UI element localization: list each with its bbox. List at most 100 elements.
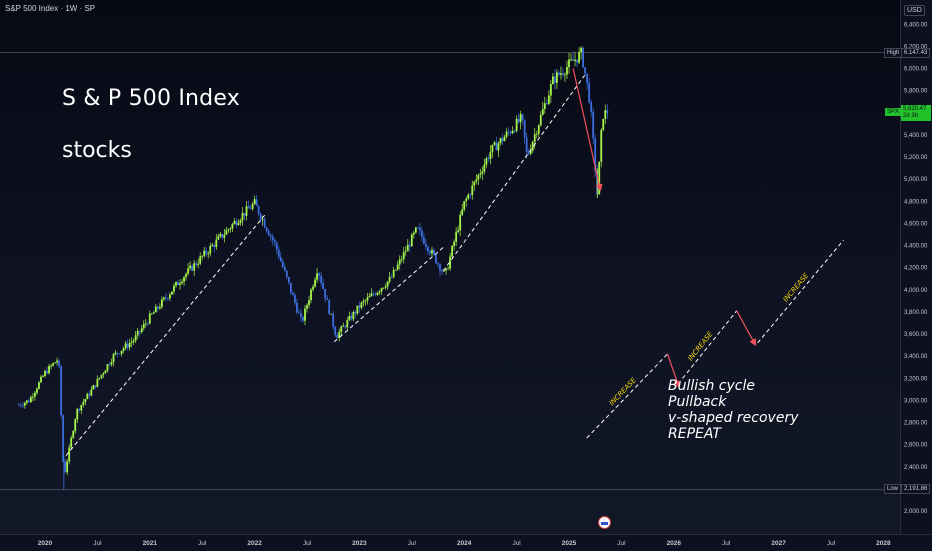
candle-body [318,273,320,276]
candle-body [497,143,500,151]
low-label-tag: Low [884,484,902,494]
candle-body [205,250,208,254]
candle-body [110,362,113,365]
candle-body [493,142,496,145]
candle-body [491,144,494,152]
candle-body [543,103,546,110]
candle-body [477,174,480,180]
candle-body [243,213,246,216]
chart-heading: S & P 500 Index [62,86,240,111]
candle-body [551,76,554,85]
candle-body [29,397,32,403]
candle-body [183,277,185,282]
bar-countdown: 2d 3h [903,113,919,119]
candle-body [431,249,433,254]
last-price-value: 5,620.47 [903,106,927,112]
candle-body [541,109,544,115]
candle-body [582,47,585,68]
candle-body [100,374,103,378]
candle-body [455,231,458,242]
time-axis[interactable] [0,534,932,551]
candle-body [362,301,365,303]
candle-body [396,264,399,270]
candle-body [21,405,24,407]
candle-body [568,59,570,68]
candle-body [344,326,347,328]
event-flag-icon[interactable] [598,516,611,529]
last-price-tag: 5,620.47 2d 3h [901,105,931,121]
candle-body [279,257,282,262]
candle-body [350,315,353,320]
candle-body [64,461,67,473]
candle-body [370,293,373,297]
cycle-line: Bullish cycle [668,378,755,394]
currency-label[interactable]: USD [904,5,925,16]
candle-body [441,270,443,272]
candle-body [144,323,147,325]
candle-body [360,302,363,308]
candle-body [225,230,228,235]
candle-body [499,138,502,144]
candle-body [150,313,153,315]
candle-body [60,366,63,416]
candle-body [336,334,339,339]
pullback-arrow [736,310,757,347]
candle-body [334,326,337,335]
candle-body [330,313,333,315]
candle-body [606,110,609,114]
candle-body [223,234,226,238]
candle-body [173,285,175,292]
candle-body [142,324,145,329]
candle-body [84,399,87,403]
candle-body [269,235,272,237]
candle-body [96,378,99,387]
price-axis[interactable] [900,0,932,534]
candle-body [70,437,73,448]
candle-body [310,289,312,301]
candle-body [549,84,552,96]
candle-body [219,234,222,237]
cycle-line: REPEAT [668,426,721,442]
projection-line [673,310,738,390]
candle-body [527,152,530,154]
candle-body [398,259,401,265]
candle-body [408,244,411,247]
symbol-title[interactable]: S&P 500 Index · 1W · SP [5,4,96,13]
candle-body [308,300,310,306]
candle-body [348,315,351,321]
candle-body [247,206,250,209]
candle-body [354,311,357,314]
candle-body [352,311,355,320]
candle-body [346,320,349,328]
candle-body [390,277,393,278]
candle-body [598,161,601,195]
candle-body [384,286,387,288]
candle-body [553,76,556,83]
candle-body [221,234,224,238]
candle-body [356,305,359,314]
candle-body [281,261,284,268]
candle-body [435,254,437,264]
candle-body [427,246,429,252]
candle-body [437,263,439,265]
candle-body [233,221,236,225]
candle-body [257,205,260,215]
candle-body [62,415,65,462]
candle-body [489,151,492,159]
candle-body [388,277,391,282]
candle-body [94,385,97,387]
candle-body [463,201,466,210]
candle-body [106,364,109,371]
candle-body [560,73,562,75]
candle-body [68,447,71,462]
candle-body [445,268,447,271]
candle-body [245,206,248,216]
candle-body [104,370,107,374]
candle-body [156,306,159,309]
projection-line [586,353,668,439]
candle-body [249,208,252,210]
candle-body [578,52,580,63]
candle-body [277,249,280,258]
